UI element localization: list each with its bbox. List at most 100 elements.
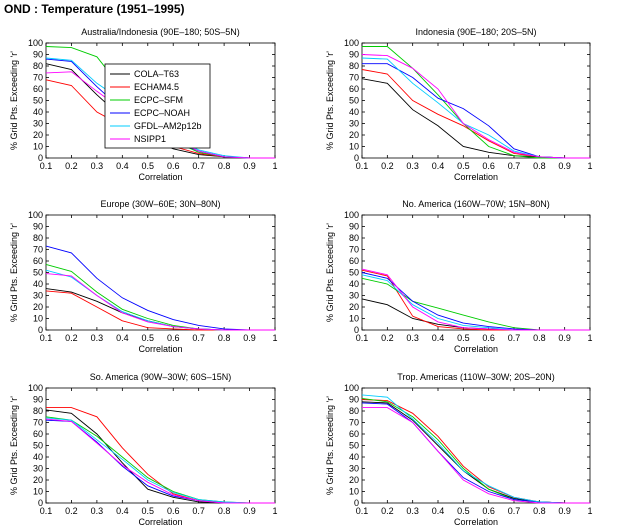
series-line bbox=[45, 245, 275, 331]
series-line bbox=[45, 273, 275, 331]
x-tick-label: 0.2 bbox=[381, 161, 394, 171]
chart-panel-3: Europe (30W–60E; 30N–80N) 0.1 0.2 0.3 0.4 0.5… bbox=[9, 199, 278, 354]
y-tick-label: 90 bbox=[349, 222, 359, 232]
x-tick-label: 0.3 bbox=[91, 506, 104, 516]
y-tick-label: 90 bbox=[349, 395, 359, 405]
y-tick-label: 80 bbox=[349, 406, 359, 416]
x-tick-label: 0.4 bbox=[116, 333, 129, 343]
y-tick-label: 0 bbox=[38, 153, 43, 163]
y-tick-label: 0 bbox=[38, 325, 43, 335]
x-tick-label: 0.6 bbox=[482, 161, 495, 171]
legend-label: ECPC–SFM bbox=[134, 95, 183, 105]
legend-label: ECPC–NOAH bbox=[134, 108, 190, 118]
y-tick-label: 40 bbox=[349, 107, 359, 117]
x-tick-label: 0.1 bbox=[40, 333, 53, 343]
x-axis-label: Correlation bbox=[454, 344, 498, 354]
y-axis-label: % Grid Pts. Exceeding 'r' bbox=[325, 223, 335, 322]
x-tick-label: 0.9 bbox=[558, 506, 571, 516]
x-tick-label: 0.1 bbox=[356, 161, 369, 171]
x-tick-label: 0.2 bbox=[381, 333, 394, 343]
chart-panel-1: Australia/Indonesia (90E–180; 50S–5N) 0.1… bbox=[9, 27, 278, 182]
y-tick-label: 10 bbox=[33, 314, 43, 324]
x-tick-label: 0.5 bbox=[457, 161, 470, 171]
legend-label: COLA–T63 bbox=[134, 69, 179, 79]
x-tick-label: 0.4 bbox=[432, 333, 445, 343]
y-tick-label: 80 bbox=[33, 61, 43, 71]
y-tick-label: 80 bbox=[349, 61, 359, 71]
chart-title: Europe (30W–60E; 30N–80N) bbox=[100, 199, 220, 209]
x-tick-label: 0.6 bbox=[167, 161, 180, 171]
x-axis-label: Correlation bbox=[138, 517, 182, 527]
y-tick-label: 90 bbox=[33, 222, 43, 232]
y-tick-label: 50 bbox=[33, 96, 43, 106]
x-tick-label: 1 bbox=[272, 161, 277, 171]
y-tick-label: 20 bbox=[349, 130, 359, 140]
y-tick-label: 40 bbox=[349, 452, 359, 462]
y-tick-label: 0 bbox=[38, 498, 43, 508]
x-tick-label: 0.2 bbox=[65, 161, 78, 171]
y-tick-label: 30 bbox=[33, 291, 43, 301]
x-tick-label: 0.8 bbox=[533, 161, 546, 171]
series-line bbox=[45, 419, 275, 504]
series-line bbox=[361, 57, 590, 159]
series-line bbox=[361, 69, 590, 159]
series-line bbox=[361, 268, 590, 331]
y-tick-label: 50 bbox=[349, 268, 359, 278]
y-tick-label: 40 bbox=[33, 107, 43, 117]
y-tick-label: 50 bbox=[33, 441, 43, 451]
series-line bbox=[361, 54, 590, 159]
y-tick-label: 20 bbox=[33, 302, 43, 312]
chart-title: No. America (160W–70W; 15N–80N) bbox=[402, 199, 549, 209]
x-tick-label: 0.9 bbox=[243, 506, 256, 516]
y-tick-label: 10 bbox=[349, 487, 359, 497]
y-tick-label: 0 bbox=[354, 498, 359, 508]
y-tick-label: 30 bbox=[349, 464, 359, 474]
y-tick-label: 20 bbox=[349, 475, 359, 485]
series-line bbox=[45, 416, 275, 504]
series-line bbox=[362, 46, 590, 159]
x-tick-label: 0.4 bbox=[432, 161, 445, 171]
y-tick-label: 90 bbox=[33, 50, 43, 60]
x-tick-label: 1 bbox=[587, 333, 592, 343]
x-tick-label: 0.2 bbox=[381, 506, 394, 516]
x-tick-label: 0.5 bbox=[457, 333, 470, 343]
x-tick-label: 0.1 bbox=[40, 506, 53, 516]
series-line bbox=[361, 401, 590, 504]
series-line bbox=[361, 298, 590, 331]
x-tick-label: 0.5 bbox=[142, 506, 155, 516]
y-tick-label: 70 bbox=[33, 245, 43, 255]
series-line bbox=[361, 78, 590, 159]
x-tick-label: 0.4 bbox=[116, 161, 129, 171]
x-tick-label: 0.3 bbox=[406, 333, 419, 343]
y-axis-label: % Grid Pts. Exceeding 'r' bbox=[325, 396, 335, 495]
legend: COLA–T63 ECHAM4.5 ECPC–SFM ECPC–NOAH GFDL–AM… bbox=[104, 63, 211, 149]
y-tick-label: 0 bbox=[354, 153, 359, 163]
y-tick-label: 60 bbox=[33, 429, 43, 439]
series-line bbox=[361, 274, 590, 331]
x-tick-label: 0.9 bbox=[558, 333, 571, 343]
x-tick-label: 0.5 bbox=[457, 506, 470, 516]
x-tick-label: 1 bbox=[272, 506, 277, 516]
x-tick-label: 0.7 bbox=[508, 333, 521, 343]
x-tick-label: 1 bbox=[272, 333, 277, 343]
chart-title: Australia/Indonesia (90E–180; 50S–5N) bbox=[81, 27, 240, 37]
plot-frame bbox=[361, 214, 591, 331]
x-tick-label: 0.3 bbox=[91, 161, 104, 171]
chart-panel-2: Indonesia (90E–180; 20S–5N) 0.1 0.2 0.3 0.4 0… bbox=[325, 27, 593, 182]
y-tick-label: 20 bbox=[349, 302, 359, 312]
x-tick-label: 0.5 bbox=[142, 333, 155, 343]
x-tick-label: 0.1 bbox=[40, 161, 53, 171]
y-axis-label: % Grid Pts. Exceeding 'r' bbox=[9, 51, 19, 150]
y-tick-label: 100 bbox=[344, 383, 359, 393]
plot-frame bbox=[45, 387, 276, 504]
legend-label: ECHAM4.5 bbox=[134, 82, 179, 92]
chart-title: So. America (90W–30W; 60S–15N) bbox=[90, 372, 231, 382]
x-axis-label: Correlation bbox=[138, 172, 182, 182]
x-tick-label: 0.6 bbox=[167, 506, 180, 516]
x-tick-label: 0.8 bbox=[533, 333, 546, 343]
x-tick-label: 0.9 bbox=[558, 161, 571, 171]
plot-frame bbox=[45, 214, 276, 331]
y-tick-label: 40 bbox=[33, 279, 43, 289]
x-tick-label: 0.8 bbox=[218, 333, 231, 343]
